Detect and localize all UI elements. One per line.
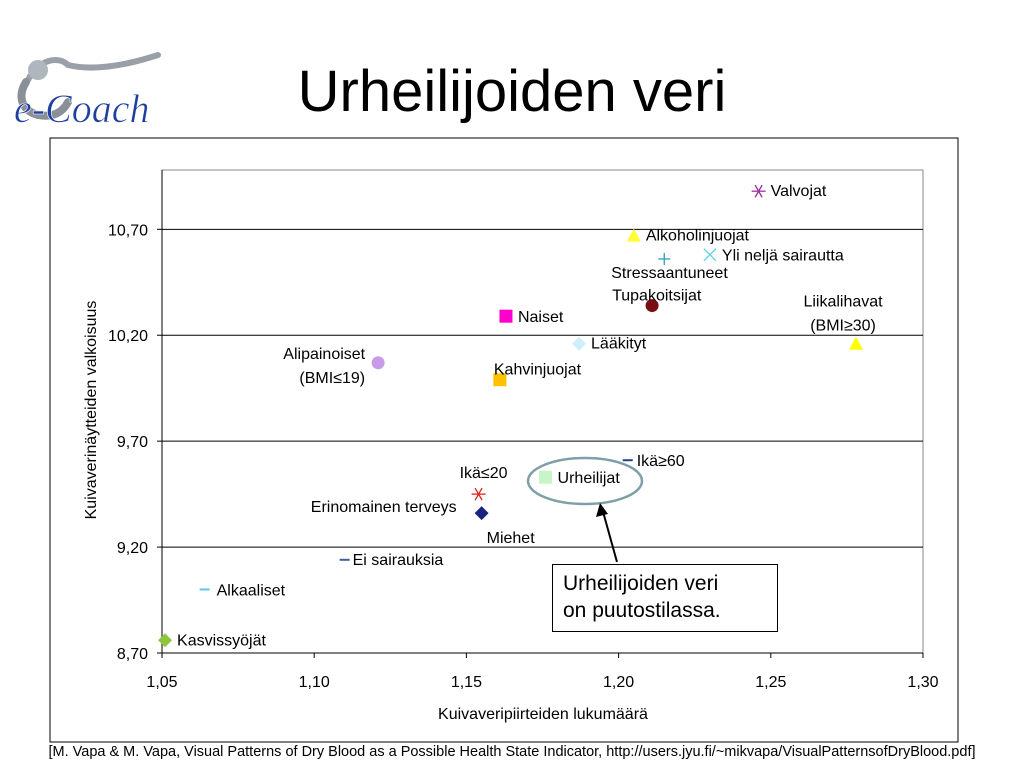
point-label-line: (BMI≥30) [810, 318, 876, 335]
e-coach-logo: e-Coach [14, 52, 161, 131]
callout-arrowhead [596, 503, 608, 517]
point-label-line: Kasvissyöjät [177, 632, 266, 649]
square-marker [499, 309, 513, 323]
data-point [658, 252, 671, 265]
point-label: Yli neljä sairautta [722, 248, 844, 265]
y-tick-label: 9,70 [117, 434, 148, 451]
data-point [474, 506, 489, 521]
citation: [M. Vapa & M. Vapa, Visual Patterns of D… [48, 744, 976, 760]
asterisk-stroke [754, 184, 763, 198]
triangle-marker [626, 228, 641, 242]
data-point [572, 336, 587, 351]
x-tick-label: 1,30 [907, 674, 938, 691]
data-point [751, 184, 766, 198]
data-point [626, 228, 641, 242]
triangle-marker [849, 336, 864, 350]
point-label: Lääkityt [591, 336, 647, 353]
callout-line-1: Urheilijoiden veri [563, 572, 719, 595]
point-label: Ikä≥60 [637, 453, 685, 470]
y-tick-label: 9,20 [117, 540, 148, 557]
y-tick-label: 10,20 [108, 328, 148, 345]
point-label-line: Kahvinjuojat [494, 362, 582, 379]
y-tick-label: 8,70 [117, 646, 148, 663]
point-label-line: Miehet [487, 530, 536, 547]
point-label: Stressaantuneet [611, 265, 728, 282]
point-label-line: Alkoholinjuojat [646, 228, 750, 245]
point-label-line: Erinomainen terveys [311, 499, 457, 516]
x-axis-title: Kuivaveripiirteiden lukumäärä [438, 706, 648, 723]
point-label-line: Urheilijat [558, 470, 621, 487]
callout-arrow-line [601, 507, 618, 563]
point-label-line: Alipainoiset [283, 346, 365, 363]
point-label-line: Ei sairauksia [353, 552, 444, 569]
data-point [471, 487, 486, 501]
point-label: Ei sairauksia [353, 552, 444, 569]
diamond-marker [158, 633, 173, 648]
x-stroke [703, 248, 717, 262]
point-label: Tupakoitsijat [612, 288, 702, 305]
circle-marker [371, 356, 385, 370]
data-point [499, 309, 513, 323]
y-axis-title: Kuivaverinäytteiden valkoisuus [83, 301, 100, 520]
point-label: Kasvissyöjät [177, 632, 266, 649]
point-label-line: Naiset [518, 309, 564, 326]
data-point [493, 373, 507, 387]
slide-title: Urheilijoiden veri [297, 59, 727, 124]
logo-wordmark: e-Coach [14, 86, 150, 131]
point-label: Valvojat [771, 183, 827, 200]
x-tick-label: 1,10 [299, 674, 330, 691]
diamond-marker [474, 506, 489, 521]
highlight-ellipse [526, 456, 644, 506]
point-label-line: Valvojat [771, 183, 827, 200]
x-tick-label: 1,15 [451, 674, 482, 691]
point-label-line: Lääkityt [591, 336, 647, 353]
point-label: Alkaaliset [217, 582, 286, 599]
point-label: Urheilijat [558, 470, 621, 487]
point-label-line: Ikä≤20 [460, 465, 508, 482]
square-marker [493, 373, 507, 387]
asterisk-stroke [474, 487, 483, 501]
plot-area [161, 169, 924, 654]
point-label-line: Ikä≥60 [637, 453, 685, 470]
chart-frame [49, 137, 959, 743]
data-point [645, 299, 659, 313]
diamond-marker [572, 336, 587, 351]
data-point [158, 633, 173, 648]
logo-figure-body [17, 78, 72, 120]
point-label: Erinomainen terveys [311, 499, 457, 516]
circle-marker [645, 299, 659, 313]
callout-box: Urheilijoiden veri on puutostilassa. [552, 564, 778, 632]
x-tick-label: 1,20 [603, 674, 634, 691]
point-label: Alipainoiset (BMI≤19) [283, 346, 365, 387]
point-label-line: Stressaantuneet [611, 265, 728, 282]
callout-line-2: on puutostilassa. [563, 599, 721, 622]
data-point [539, 470, 553, 484]
y-tick-label: 10,70 [108, 222, 148, 239]
point-label-line: Tupakoitsijat [612, 288, 702, 305]
point-label-line: Alkaaliset [217, 582, 286, 599]
x-tick-label: 1,25 [755, 674, 786, 691]
x-tick-label: 1,05 [146, 674, 177, 691]
point-label-line: (BMI≤19) [299, 370, 365, 387]
logo-figure-head [28, 60, 48, 80]
point-label-line: Liikalihavat [803, 294, 883, 311]
point-label: Miehet [487, 530, 536, 547]
point-label: Alkoholinjuojat [646, 228, 750, 245]
point-label: Naiset [518, 309, 564, 326]
square-marker [539, 470, 553, 484]
data-point [703, 248, 717, 262]
point-label-line: Yli neljä sairautta [722, 248, 844, 265]
data-point [371, 356, 385, 370]
data-point [849, 336, 864, 350]
point-label: Kahvinjuojat [494, 362, 582, 379]
point-label: Ikä≤20 [460, 465, 508, 482]
point-label: Liikalihavat (BMI≥30) [803, 294, 883, 335]
